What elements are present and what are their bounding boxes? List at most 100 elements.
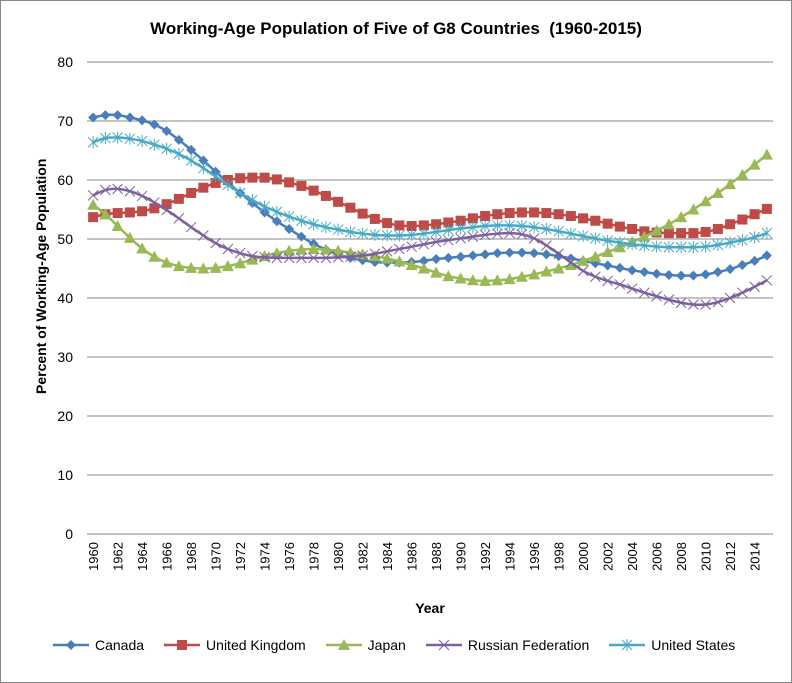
data-point [663, 269, 674, 280]
data-point [737, 259, 748, 270]
data-point [368, 250, 381, 262]
data-point [737, 214, 748, 225]
data-point [405, 258, 418, 270]
data-point [137, 115, 148, 126]
x-tick-label: 2014 [748, 542, 763, 571]
data-point [503, 273, 516, 285]
data-point [455, 233, 466, 244]
data-point [638, 230, 651, 242]
data-point [197, 262, 210, 274]
data-point [333, 196, 344, 207]
data-point [442, 270, 455, 282]
data-point [651, 240, 662, 253]
data-point [626, 283, 638, 294]
data-point [222, 243, 234, 255]
x-tick-label: 1984 [380, 542, 395, 571]
data-point [136, 242, 149, 254]
data-point [749, 231, 760, 244]
data-point [332, 251, 344, 263]
data-point [467, 250, 478, 261]
x-tick-label: 1988 [429, 542, 444, 571]
legend-item: Russian Federation [424, 637, 589, 653]
data-point [639, 267, 650, 278]
data-point [761, 203, 772, 214]
legend-item: United States [607, 637, 735, 653]
data-point [602, 260, 613, 271]
data-point [112, 183, 123, 195]
data-point [601, 245, 614, 257]
data-point [320, 221, 332, 234]
data-point [688, 299, 699, 310]
data-point [173, 134, 184, 145]
data-point [455, 251, 466, 262]
data-point [614, 279, 626, 290]
data-point [431, 254, 442, 265]
x-tick-label: 1974 [258, 542, 273, 571]
data-point [357, 208, 368, 219]
legend-marker [621, 639, 633, 651]
x-tick-label: 1982 [356, 542, 371, 571]
data-point [234, 186, 246, 199]
data-point [516, 247, 527, 258]
data-point [406, 221, 417, 232]
data-point [418, 238, 430, 250]
data-point [662, 218, 675, 230]
y-tick-label: 60 [57, 172, 73, 188]
data-point [700, 226, 711, 237]
data-point [553, 248, 564, 260]
data-point [100, 110, 111, 121]
data-point [210, 237, 221, 249]
data-point [198, 162, 209, 175]
data-point [651, 290, 662, 302]
data-point [443, 234, 454, 246]
x-tick-label: 1960 [86, 542, 101, 571]
data-point [430, 266, 443, 278]
data-point [345, 202, 356, 213]
data-point [626, 238, 638, 251]
x-tick-label: 2004 [625, 542, 640, 571]
data-point [467, 213, 478, 224]
data-point [491, 274, 504, 286]
data-point [737, 234, 748, 247]
data-point [761, 227, 773, 240]
data-point [161, 199, 172, 210]
data-point [87, 198, 100, 210]
data-point [479, 229, 491, 241]
legend-label: United States [651, 637, 736, 653]
data-point [393, 255, 406, 267]
data-point [100, 184, 111, 196]
x-tick-label: 2008 [674, 542, 689, 571]
legend-label: Russian Federation [467, 637, 590, 653]
data-point [430, 225, 442, 238]
data-point [443, 252, 454, 263]
data-point [651, 268, 662, 279]
legend-triangle-icon [325, 639, 362, 650]
x-tick-label: 1986 [405, 542, 420, 571]
data-point [528, 233, 540, 244]
data-point [516, 220, 528, 233]
data-point [564, 258, 577, 270]
data-point [577, 230, 589, 243]
data-point [504, 247, 515, 258]
y-tick-label: 80 [57, 54, 73, 70]
data-point [149, 138, 160, 151]
data-point [149, 119, 160, 130]
x-tick-label: 1966 [160, 542, 175, 571]
data-point [271, 205, 283, 218]
data-point [418, 227, 430, 240]
data-point [357, 250, 368, 261]
data-point [590, 271, 601, 283]
data-point [87, 189, 99, 201]
data-point [676, 270, 687, 281]
data-point [209, 261, 222, 273]
data-point [112, 131, 123, 144]
data-point [553, 251, 564, 262]
data-point [296, 180, 307, 191]
data-point [454, 272, 467, 284]
data-point [320, 190, 331, 201]
data-point [578, 213, 589, 224]
x-tick-label: 1978 [307, 542, 322, 571]
data-point [602, 234, 613, 247]
x-tick-label: 1994 [503, 542, 518, 571]
